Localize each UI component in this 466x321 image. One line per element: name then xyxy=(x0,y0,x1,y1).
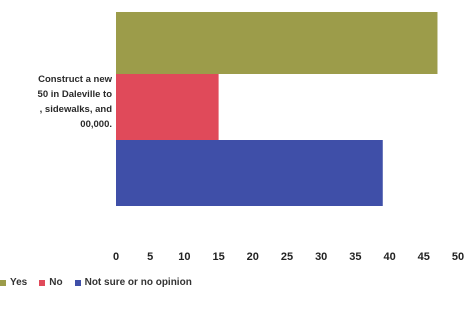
legend-swatch xyxy=(74,279,81,286)
bar-yes xyxy=(116,12,438,74)
legend-label: Not sure or no opinion xyxy=(84,277,192,288)
category-label-line: 50 in Daleville to xyxy=(37,89,112,100)
x-tick-label: 35 xyxy=(349,251,361,263)
category-label-line: , sidewalks, and xyxy=(39,104,112,115)
bar-not-sure-or-no-opinion xyxy=(116,140,383,206)
legend-swatch xyxy=(0,279,6,286)
x-tick-label: 0 xyxy=(113,251,119,263)
legend-label: Yes xyxy=(10,277,28,288)
x-tick-label: 5 xyxy=(147,251,153,263)
x-tick-label: 30 xyxy=(315,251,327,263)
x-tick-label: 15 xyxy=(212,251,224,263)
x-tick-label: 40 xyxy=(383,251,395,263)
x-tick-label: 10 xyxy=(178,251,190,263)
x-tick-label: 50 xyxy=(452,251,464,263)
category-label-line: Construct a new xyxy=(38,74,112,85)
legend: Yes No Not sure or no opinion xyxy=(0,277,204,288)
x-tick-label: 45 xyxy=(418,251,430,263)
legend-swatch xyxy=(39,279,46,286)
category-label-line: 00,000. xyxy=(80,119,112,130)
legend-label: No xyxy=(49,277,63,288)
legend-item: Not sure or no opinion xyxy=(74,277,192,288)
legend-item: No xyxy=(39,277,63,288)
bar-no xyxy=(116,74,219,140)
x-tick-label: 20 xyxy=(247,251,259,263)
legend-item: Yes xyxy=(0,277,27,288)
x-tick-label: 25 xyxy=(281,251,293,263)
